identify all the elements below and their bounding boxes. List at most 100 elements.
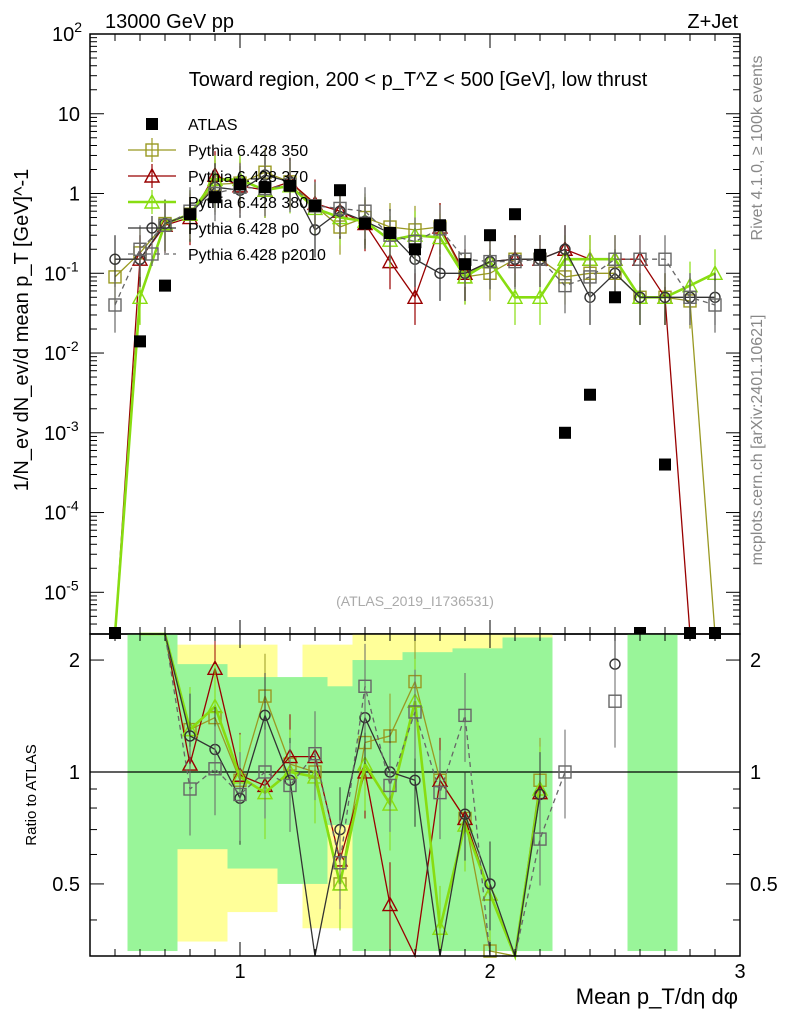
ratio-point bbox=[283, 778, 297, 793]
x-tick-label: 1 bbox=[234, 961, 245, 983]
atlas-point bbox=[434, 219, 446, 232]
top-plot-area bbox=[108, 148, 724, 639]
atlas-point bbox=[134, 335, 146, 348]
atlas-point bbox=[484, 229, 496, 242]
x-tick-label: 2 bbox=[484, 961, 495, 983]
series-point bbox=[434, 267, 446, 279]
atlas-point bbox=[609, 291, 621, 304]
atlas-point bbox=[559, 426, 571, 439]
series-point bbox=[483, 254, 497, 269]
legend-marker bbox=[143, 167, 161, 183]
y-tick-label-bottom-right: 2 bbox=[750, 650, 761, 672]
atlas-point bbox=[184, 208, 196, 221]
series-point bbox=[508, 254, 522, 269]
ratio-point bbox=[356, 755, 374, 771]
ratio-point bbox=[533, 832, 547, 846]
series-point bbox=[531, 288, 549, 304]
ratio-plot-area bbox=[90, 634, 740, 961]
atlas-point bbox=[334, 184, 346, 197]
y-tick-label-top: 10-2 bbox=[44, 338, 79, 365]
legend-label: Pythia 6.428 350 bbox=[188, 143, 308, 160]
atlas-point bbox=[234, 178, 246, 191]
series-point bbox=[158, 218, 172, 232]
ratio-point bbox=[484, 878, 496, 890]
atlas-point bbox=[584, 388, 596, 401]
legend-marker bbox=[146, 222, 158, 234]
series-point bbox=[109, 253, 121, 265]
plot-title: Toward region, 200 < p_T^Z < 500 [GeV], … bbox=[189, 69, 648, 91]
side-label-mcplots: mcplots.cern.ch [arXiv:2401.10621] bbox=[749, 315, 766, 566]
band-green bbox=[627, 634, 653, 952]
atlas-point bbox=[459, 258, 471, 271]
legend-label: Pythia 6.428 380 bbox=[188, 195, 308, 212]
legend-label: Pythia 6.428 p0 bbox=[188, 221, 299, 238]
ratio-point bbox=[358, 679, 372, 693]
y-tick-label-top: 10-4 bbox=[44, 498, 79, 525]
ratio-point bbox=[383, 778, 397, 793]
ratio-point bbox=[333, 856, 347, 870]
ratio-point bbox=[208, 762, 222, 776]
series-point bbox=[559, 243, 571, 255]
atlas-point bbox=[259, 181, 271, 194]
ratio-point bbox=[458, 708, 472, 723]
atlas-point bbox=[659, 458, 671, 471]
band-green bbox=[277, 677, 328, 884]
series-point bbox=[633, 252, 647, 266]
atlas-point bbox=[209, 191, 221, 204]
y-tick-label-top: 10-1 bbox=[44, 258, 79, 285]
legend-marker bbox=[145, 143, 159, 157]
atlas-point bbox=[509, 208, 521, 221]
y-tick-label-bottom: 1 bbox=[69, 762, 80, 784]
series-point bbox=[131, 288, 149, 304]
header-process: Z+Jet bbox=[687, 11, 738, 33]
atlas-point bbox=[384, 226, 396, 239]
y-tick-label-bottom: 0.5 bbox=[52, 874, 80, 896]
y-tick-label-top: 10-3 bbox=[44, 418, 79, 445]
legend-label: ATLAS bbox=[188, 117, 238, 134]
legend-marker bbox=[143, 193, 161, 209]
ratio-point bbox=[608, 694, 622, 708]
ratio-point bbox=[258, 765, 272, 779]
side-label-rivet: Rivet 4.1.0, ≥ 100k events bbox=[749, 56, 766, 241]
y-tick-label-top: 102 bbox=[52, 19, 82, 46]
series-point bbox=[558, 278, 572, 293]
ratio-point bbox=[558, 765, 572, 779]
atlas-point bbox=[534, 248, 546, 261]
series-point bbox=[406, 288, 424, 304]
legend-label: Pythia 6.428 p2010 bbox=[188, 247, 326, 264]
band-green bbox=[227, 677, 278, 869]
series-point bbox=[358, 204, 372, 218]
atlas-point bbox=[309, 199, 321, 212]
atlas-point bbox=[409, 243, 421, 256]
bottom-panel bbox=[89, 634, 741, 961]
series-point bbox=[683, 290, 697, 304]
y-axis-label-bottom: Ratio to ATLAS bbox=[23, 744, 40, 845]
band-green bbox=[652, 634, 678, 952]
x-tick-label: 3 bbox=[734, 961, 745, 983]
ratio-point bbox=[433, 785, 447, 800]
series-point bbox=[333, 201, 347, 216]
ratio-point bbox=[184, 730, 196, 742]
header-energy: 13000 GeV pp bbox=[105, 11, 234, 33]
axis-ticks: 1 2 3 102 10 1 10-1 10-2 10-3 10-4 10-5 0.5 0.5 1 1 2 2 bbox=[44, 19, 778, 983]
band-green bbox=[127, 634, 178, 952]
ratio-point bbox=[408, 705, 422, 719]
ratio-point bbox=[459, 808, 471, 820]
y-tick-label-top: 1 bbox=[69, 184, 80, 206]
x-axis-label: Mean p_T/dη dφ bbox=[576, 984, 738, 1009]
y-tick-label-top: 10-5 bbox=[44, 577, 79, 604]
legend-marker bbox=[145, 247, 159, 261]
legend: ATLAS Pythia 6.428 350 Pythia 6.428 370 Pyt… bbox=[128, 117, 326, 266]
series-point bbox=[108, 298, 122, 312]
ratio-point bbox=[233, 787, 247, 802]
atlas-point bbox=[159, 279, 171, 292]
y-tick-label-top: 10 bbox=[58, 104, 80, 126]
y-axis-label-top: 1/N_ev dN_ev/d mean p_T [GeV]^-1 bbox=[11, 169, 33, 492]
y-tick-label-bottom: 2 bbox=[69, 650, 80, 672]
series-point bbox=[506, 288, 524, 304]
series-point bbox=[608, 252, 622, 266]
ratio-point bbox=[308, 746, 322, 761]
y-tick-label-bottom-right: 0.5 bbox=[750, 874, 778, 896]
series-point bbox=[708, 298, 722, 312]
